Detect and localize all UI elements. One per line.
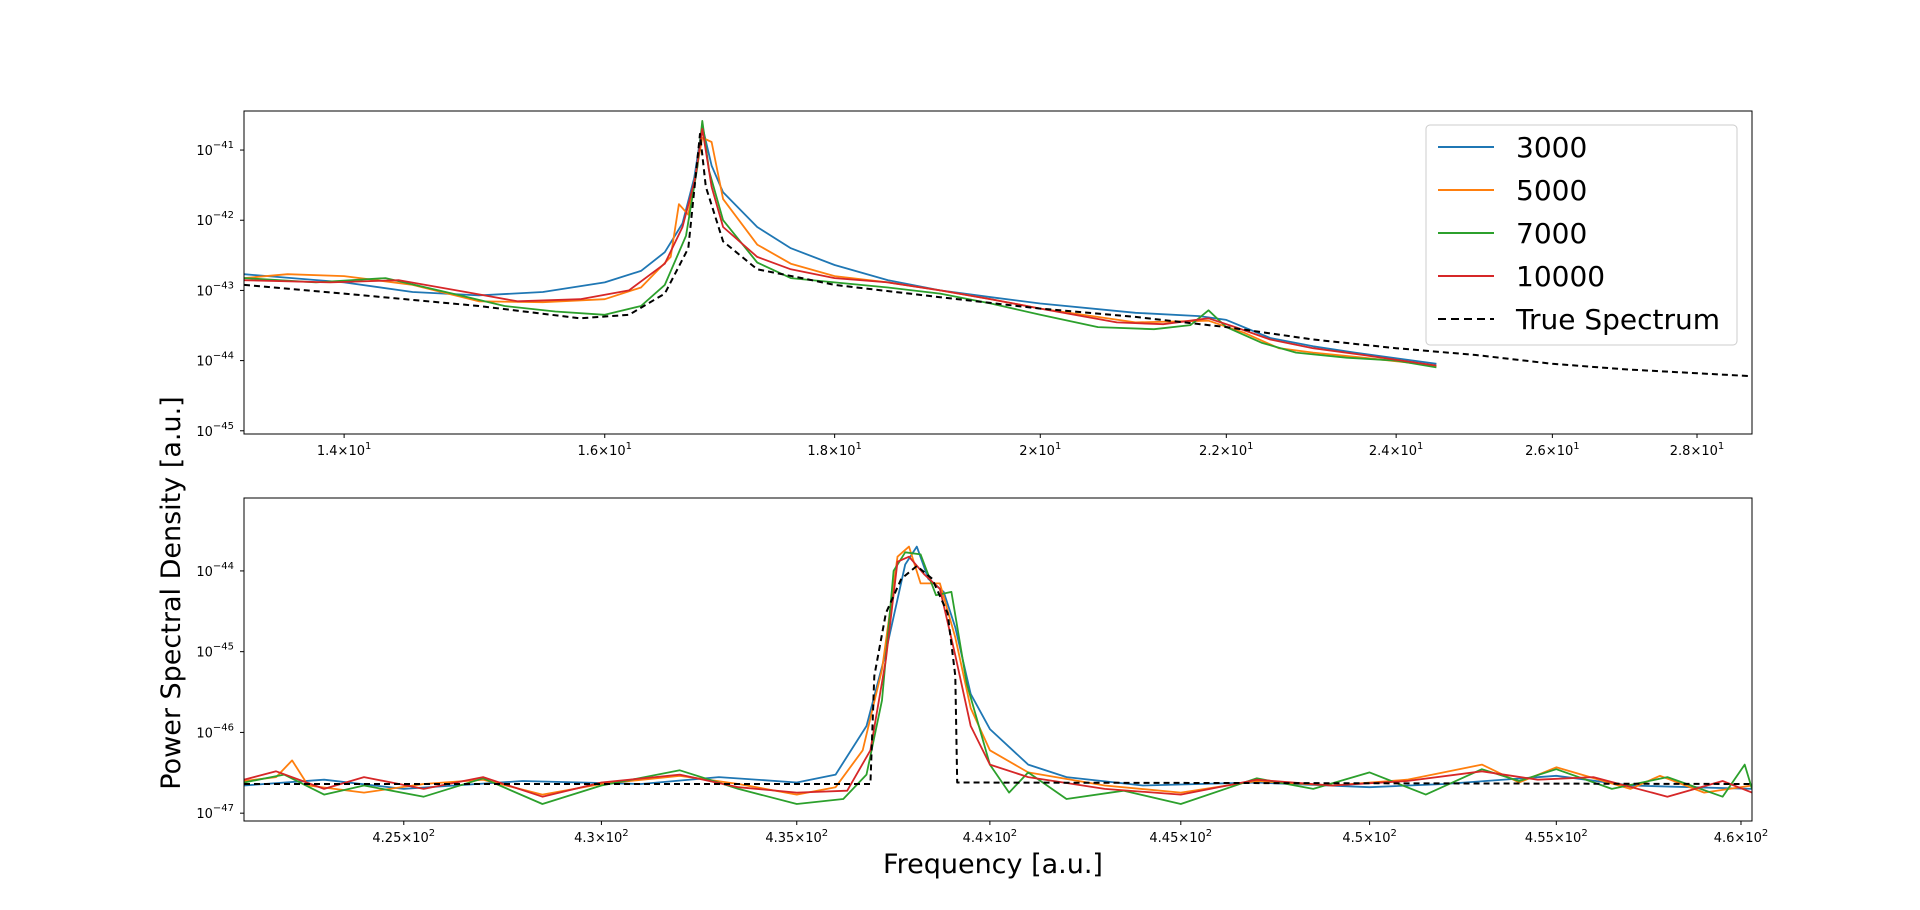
top-series-7000 xyxy=(244,120,1437,369)
bottom-x-tick-label: 4.55×102 xyxy=(1525,828,1588,846)
bottom-x-tick-label: 4.5×102 xyxy=(1342,828,1397,846)
top-y-ticks: 10−41 10−42 10−43 10−44 10−45 xyxy=(196,140,244,440)
bottom-y-tick-label: 10−45 xyxy=(196,642,234,661)
top-panel: 1.4×101 1.6×101 1.8×101 2×101 2.2×101 2.4×101… xyxy=(196,110,1753,459)
bottom-x-tick-label: 4.4×102 xyxy=(963,828,1018,846)
legend-label: True Spectrum xyxy=(1515,303,1720,336)
top-x-ticks: 1.4×101 1.6×101 1.8×101 2×101 2.2×101 2.4×101… xyxy=(317,434,1724,459)
bottom-series-true-spectrum xyxy=(244,565,1752,785)
legend-label: 10000 xyxy=(1516,260,1605,293)
y-axis-label: Power Spectral Density [a.u.] xyxy=(156,396,187,789)
top-series-true-spectrum xyxy=(244,132,1752,378)
top-x-tick-label: 2.2×101 xyxy=(1199,441,1254,459)
top-x-tick-label: 2.4×101 xyxy=(1369,441,1424,459)
top-y-tick-label: 10−45 xyxy=(196,421,234,440)
legend-label: 7000 xyxy=(1516,217,1587,250)
bottom-x-tick-label: 4.45×102 xyxy=(1149,828,1212,846)
bottom-series-3000 xyxy=(244,545,1752,790)
bottom-series-7000 xyxy=(244,551,1752,805)
top-y-tick-label: 10−44 xyxy=(196,351,234,370)
top-y-tick-label: 10−41 xyxy=(196,140,234,159)
top-y-tick-label: 10−42 xyxy=(196,210,234,229)
top-x-tick-label: 2×101 xyxy=(1019,441,1061,459)
bottom-x-tick-label: 4.35×102 xyxy=(765,828,828,846)
legend-label: 5000 xyxy=(1516,174,1587,207)
legend-box xyxy=(1425,124,1738,346)
top-axes-frame xyxy=(243,110,1753,435)
top-x-tick-label: 1.6×101 xyxy=(577,441,632,459)
top-plot-lines xyxy=(244,120,1752,378)
top-series-10000 xyxy=(244,128,1437,367)
legend-label: 3000 xyxy=(1516,131,1587,164)
bottom-x-tick-label: 4.6×102 xyxy=(1714,828,1769,846)
x-axis-label: Frequency [a.u.] xyxy=(883,849,1103,880)
top-x-tick-label: 2.6×101 xyxy=(1525,441,1580,459)
bottom-series-5000 xyxy=(244,545,1752,796)
bottom-panel: 4.25×102 4.3×102 4.35×102 4.4×102 4.45×102 4.… xyxy=(196,497,1768,846)
bottom-x-tick-label: 4.25×102 xyxy=(372,828,435,846)
bottom-plot-lines xyxy=(244,545,1752,805)
bottom-y-tick-label: 10−46 xyxy=(196,722,234,741)
bottom-y-ticks: 10−44 10−45 10−46 10−47 xyxy=(196,561,244,822)
bottom-axes-frame xyxy=(243,497,1753,822)
legend: 3000 5000 7000 10000 True Spectrum xyxy=(1425,124,1738,346)
bottom-x-ticks: 4.25×102 4.3×102 4.35×102 4.4×102 4.45×102 4.… xyxy=(372,821,1768,846)
top-x-tick-label: 1.4×101 xyxy=(317,441,372,459)
top-series-3000 xyxy=(244,125,1437,365)
bottom-series-10000 xyxy=(244,555,1752,798)
top-x-tick-label: 2.8×101 xyxy=(1670,441,1725,459)
bottom-x-tick-label: 4.3×102 xyxy=(574,828,629,846)
bottom-y-tick-label: 10−47 xyxy=(196,803,234,822)
bottom-y-tick-label: 10−44 xyxy=(196,561,234,580)
top-y-tick-label: 10−43 xyxy=(196,280,234,299)
top-x-tick-label: 1.8×101 xyxy=(807,441,862,459)
